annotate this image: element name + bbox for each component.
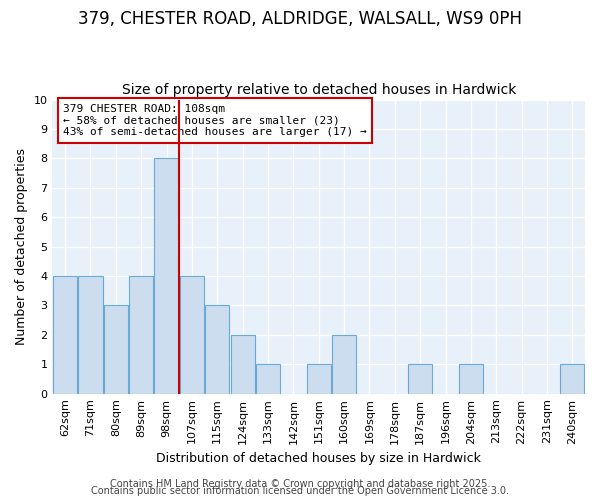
Text: 379 CHESTER ROAD: 108sqm
← 58% of detached houses are smaller (23)
43% of semi-d: 379 CHESTER ROAD: 108sqm ← 58% of detach… <box>63 104 367 137</box>
Bar <box>79 276 103 394</box>
Bar <box>129 276 153 394</box>
Bar <box>560 364 584 394</box>
Text: Contains public sector information licensed under the Open Government Licence 3.: Contains public sector information licen… <box>91 486 509 496</box>
Bar <box>408 364 432 394</box>
Bar <box>256 364 280 394</box>
Bar <box>307 364 331 394</box>
Text: 379, CHESTER ROAD, ALDRIDGE, WALSALL, WS9 0PH: 379, CHESTER ROAD, ALDRIDGE, WALSALL, WS… <box>78 10 522 28</box>
Bar <box>180 276 204 394</box>
Bar <box>205 306 229 394</box>
Bar <box>332 335 356 394</box>
Bar <box>230 335 254 394</box>
Title: Size of property relative to detached houses in Hardwick: Size of property relative to detached ho… <box>122 83 516 97</box>
Bar <box>154 158 179 394</box>
Bar <box>459 364 483 394</box>
X-axis label: Distribution of detached houses by size in Hardwick: Distribution of detached houses by size … <box>156 452 481 465</box>
Y-axis label: Number of detached properties: Number of detached properties <box>15 148 28 345</box>
Bar <box>53 276 77 394</box>
Bar <box>104 306 128 394</box>
Text: Contains HM Land Registry data © Crown copyright and database right 2025.: Contains HM Land Registry data © Crown c… <box>110 479 490 489</box>
